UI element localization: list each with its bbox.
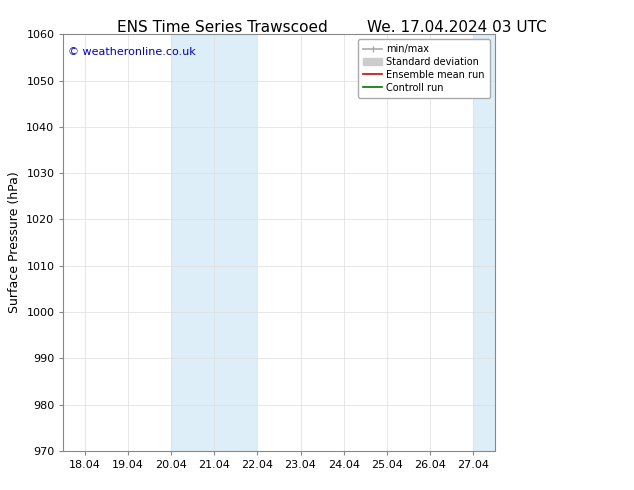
Y-axis label: Surface Pressure (hPa): Surface Pressure (hPa) (8, 172, 21, 314)
Text: ENS Time Series Trawscoed: ENS Time Series Trawscoed (117, 20, 327, 35)
Text: © weatheronline.co.uk: © weatheronline.co.uk (68, 47, 195, 57)
Text: We. 17.04.2024 03 UTC: We. 17.04.2024 03 UTC (366, 20, 547, 35)
Bar (473, 34, 505, 451)
Bar (171, 34, 257, 451)
Legend: min/max, Standard deviation, Ensemble mean run, Controll run: min/max, Standard deviation, Ensemble me… (358, 39, 489, 98)
